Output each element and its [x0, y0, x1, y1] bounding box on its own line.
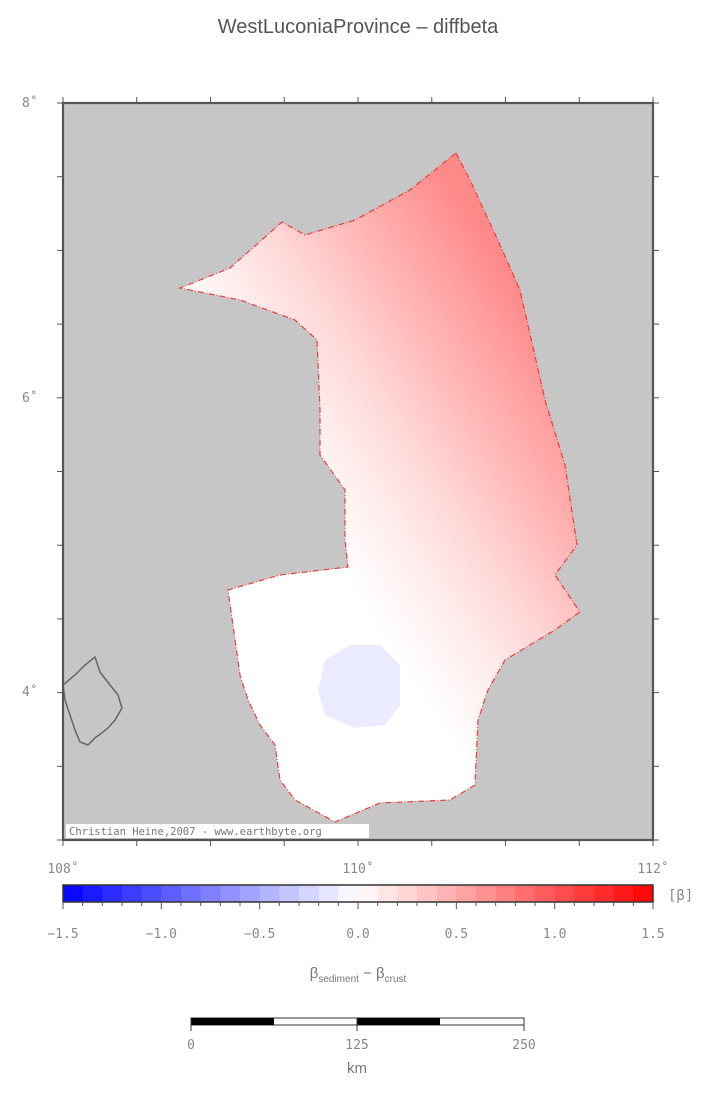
label-sub-sediment: sediment [318, 974, 359, 985]
colorbar-segment [220, 885, 241, 902]
colorbar-segment [141, 885, 162, 902]
colorbar-labels: −1.5 −1.0 −0.5 0.0 0.5 1.0 1.5 [47, 927, 664, 942]
scalebar-tick-label: 125 [345, 1038, 368, 1053]
colorbar-segment [82, 885, 103, 902]
colorbar-segment [63, 885, 84, 902]
colorbar-axis-label: βsediment − βcrust [310, 965, 407, 985]
colorbar-tick-label: 1.0 [543, 927, 566, 942]
scalebar-tick-label: 0 [187, 1038, 195, 1053]
credit-box [66, 824, 369, 838]
colorbar-segment [436, 885, 457, 902]
colorbar-segment [181, 885, 202, 902]
credit-text: Christian Heine,2007 - www.earthbyte.org [69, 826, 322, 838]
colorbar-tick-label: 0.0 [346, 927, 369, 942]
lon-tick-label: 110˚ [342, 861, 373, 877]
colorbar-segment [613, 885, 634, 902]
scalebar-unit: km [347, 1060, 367, 1077]
lat-tick-label: 8˚ [22, 95, 38, 111]
colorbar-segment [318, 885, 339, 902]
lon-tick-label: 112˚ [637, 861, 668, 877]
colorbar-segment [515, 885, 536, 902]
colorbar-tick-label: −1.0 [146, 927, 177, 942]
frame-ticks [57, 97, 659, 846]
colorbar-segment [299, 885, 320, 902]
lat-tick-label: 6˚ [22, 390, 38, 406]
colorbar-segment [476, 885, 497, 902]
colorbar-segment [102, 885, 123, 902]
colorbar-segment [554, 885, 575, 902]
colorbar-segments [63, 885, 654, 902]
colorbar-segment [161, 885, 182, 902]
scale-bar [190, 1017, 525, 1031]
colorbar-tick-label: 1.5 [641, 927, 664, 942]
colorbar-tick-label: −1.5 [47, 927, 78, 942]
lat-tick-label: 4˚ [22, 684, 38, 700]
colorbar-segment [200, 885, 221, 902]
colorbar-segment [633, 885, 654, 902]
colorbar-segment [338, 885, 359, 902]
colorbar-segment [594, 885, 615, 902]
colorbar-tick-label: 0.5 [445, 927, 468, 942]
colorbar-segment [358, 885, 379, 902]
colorbar-segment [122, 885, 143, 902]
colorbar-segment [377, 885, 398, 902]
lon-tick-label: 108˚ [47, 861, 78, 877]
low-value-patch [318, 645, 400, 728]
colorbar-segment [259, 885, 280, 902]
province-polygon [177, 152, 581, 823]
colorbar-segment [535, 885, 556, 902]
colorbar-segment [574, 885, 595, 902]
colorbar-tick-label: −0.5 [244, 927, 275, 942]
label-beta: β [310, 965, 319, 982]
label-sub-crust: crust [385, 974, 407, 985]
colorbar-unit: [β] [668, 888, 693, 904]
coastline [63, 655, 123, 746]
colorbar-segment [240, 885, 261, 902]
colorbar-segment [397, 885, 418, 902]
colorbar-segment [417, 885, 438, 902]
colorbar-segment [495, 885, 516, 902]
map-title: WestLuconiaProvince – diffbeta [217, 16, 499, 38]
scalebar-tick-label: 250 [512, 1038, 535, 1053]
colorbar-segment [279, 885, 300, 902]
colorbar-segment [456, 885, 477, 902]
colorbar-ticks [62, 902, 654, 909]
label-minus-beta: − β [359, 965, 385, 982]
